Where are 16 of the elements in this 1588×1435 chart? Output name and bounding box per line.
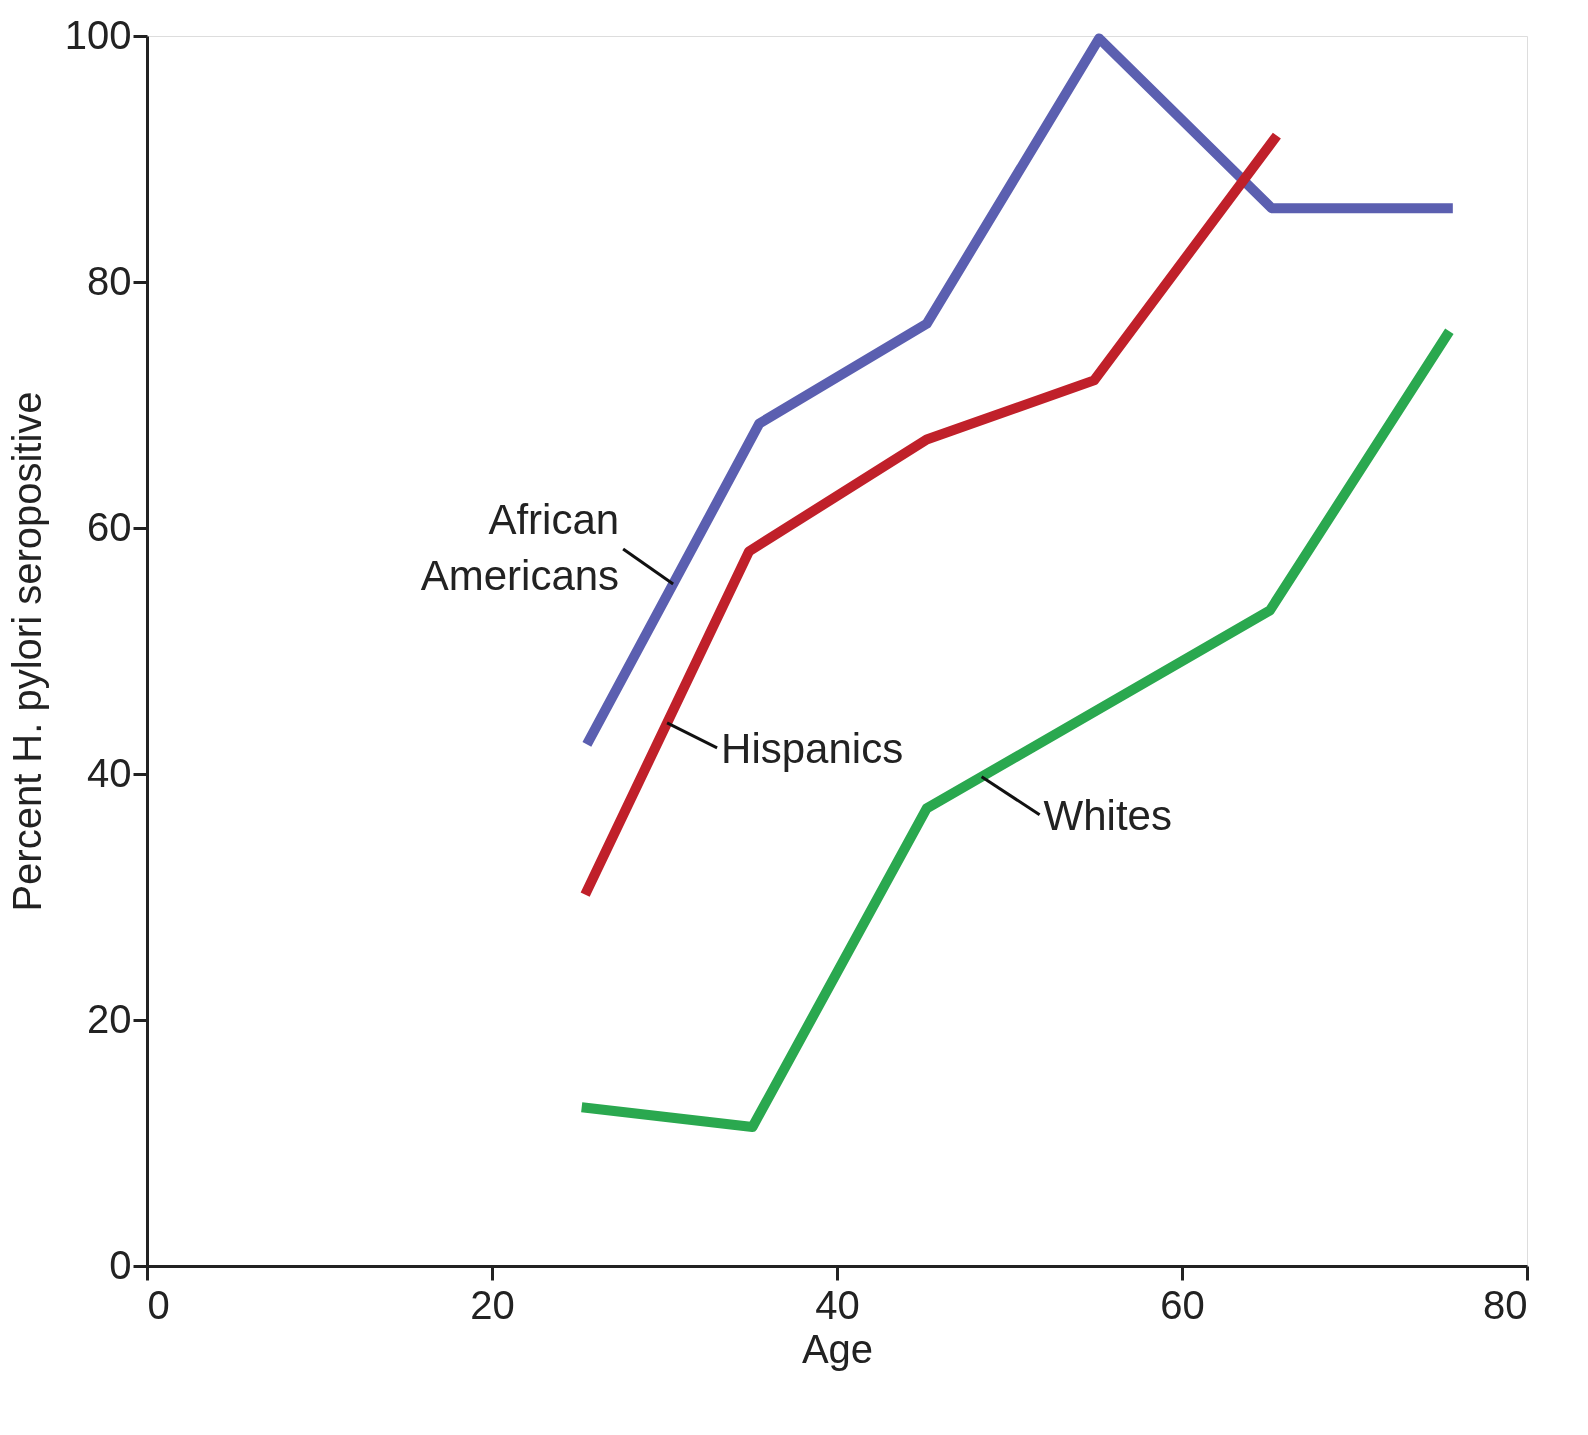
- y-tick-label: 80: [87, 258, 132, 303]
- series-label: Whites: [1043, 791, 1172, 839]
- x-tick-label: 80: [1483, 1282, 1528, 1327]
- y-tick-label: 100: [64, 12, 132, 57]
- y-tick-label: 0: [109, 1242, 132, 1287]
- y-tick-label: 60: [87, 504, 132, 549]
- y-tick-label: 20: [87, 996, 132, 1041]
- y-axis-title: Percent H. pylori seropositive: [4, 391, 49, 912]
- x-tick-label: 0: [147, 1282, 170, 1327]
- series-label: Hispanics: [721, 724, 904, 772]
- y-tick-label: 40: [87, 750, 132, 795]
- x-tick-label: 60: [1160, 1282, 1205, 1327]
- x-tick-label: 20: [470, 1282, 515, 1327]
- x-axis-title: Age: [801, 1326, 874, 1371]
- series-label: African Americans: [420, 495, 620, 599]
- x-tick-label: 40: [815, 1282, 860, 1327]
